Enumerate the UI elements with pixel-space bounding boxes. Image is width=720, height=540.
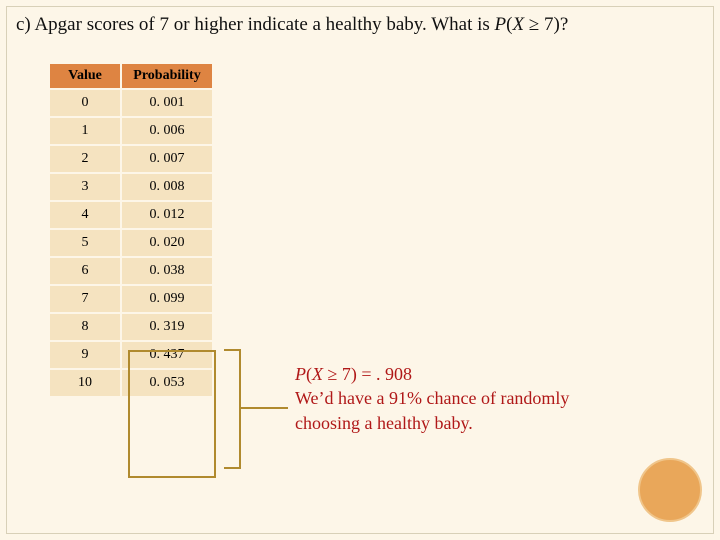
table-row: 20. 007 [49, 145, 213, 173]
probability-table: Value Probability 00. 001 10. 006 20. 00… [48, 62, 214, 398]
table-header-row: Value Probability [49, 63, 213, 89]
table-row: 40. 012 [49, 201, 213, 229]
answer-P: P [295, 364, 306, 384]
cell-prob: 0. 319 [121, 313, 213, 341]
cell-value: 6 [49, 257, 121, 285]
cell-value: 10 [49, 369, 121, 397]
cell-prob: 0. 020 [121, 229, 213, 257]
answer-X: X [312, 364, 323, 384]
cell-prob: 0. 007 [121, 145, 213, 173]
cell-prob: 0. 012 [121, 201, 213, 229]
corner-circle-icon [638, 458, 702, 522]
answer-rest: ≥ 7) = . 908 [323, 364, 412, 384]
question-X: X [512, 14, 524, 35]
cell-value: 5 [49, 229, 121, 257]
cell-prob: 0. 053 [121, 369, 213, 397]
col-header-value: Value [49, 63, 121, 89]
answer-line2: We’d have a 91% chance of randomly [295, 386, 569, 410]
question-prefix: c) Apgar scores of 7 or higher indicate … [16, 14, 495, 35]
cell-value: 0 [49, 89, 121, 117]
question-text: c) Apgar scores of 7 or higher indicate … [16, 14, 568, 36]
table-row: 50. 020 [49, 229, 213, 257]
cell-prob: 0. 006 [121, 117, 213, 145]
cell-value: 9 [49, 341, 121, 369]
table-row: 00. 001 [49, 89, 213, 117]
table-row: 80. 319 [49, 313, 213, 341]
probability-table-wrap: Value Probability 00. 001 10. 006 20. 00… [48, 62, 214, 398]
cell-value: 4 [49, 201, 121, 229]
table-row: 30. 008 [49, 173, 213, 201]
table-row: 90. 437 [49, 341, 213, 369]
table-row: 100. 053 [49, 369, 213, 397]
table-row: 60. 038 [49, 257, 213, 285]
cell-prob: 0. 437 [121, 341, 213, 369]
table-row: 70. 099 [49, 285, 213, 313]
cell-value: 2 [49, 145, 121, 173]
question-ge: ≥ 7)? [524, 14, 568, 35]
answer-line3: choosing a healthy baby. [295, 411, 569, 435]
cell-prob: 0. 099 [121, 285, 213, 313]
cell-prob: 0. 008 [121, 173, 213, 201]
col-header-probability: Probability [121, 63, 213, 89]
cell-value: 1 [49, 117, 121, 145]
question-P: P [495, 14, 507, 35]
cell-prob: 0. 038 [121, 257, 213, 285]
answer-line1: P(X ≥ 7) = . 908 [295, 362, 569, 386]
cell-value: 7 [49, 285, 121, 313]
answer-text: P(X ≥ 7) = . 908 We’d have a 91% chance … [295, 362, 569, 435]
table-row: 10. 006 [49, 117, 213, 145]
cell-value: 3 [49, 173, 121, 201]
cell-value: 8 [49, 313, 121, 341]
cell-prob: 0. 001 [121, 89, 213, 117]
